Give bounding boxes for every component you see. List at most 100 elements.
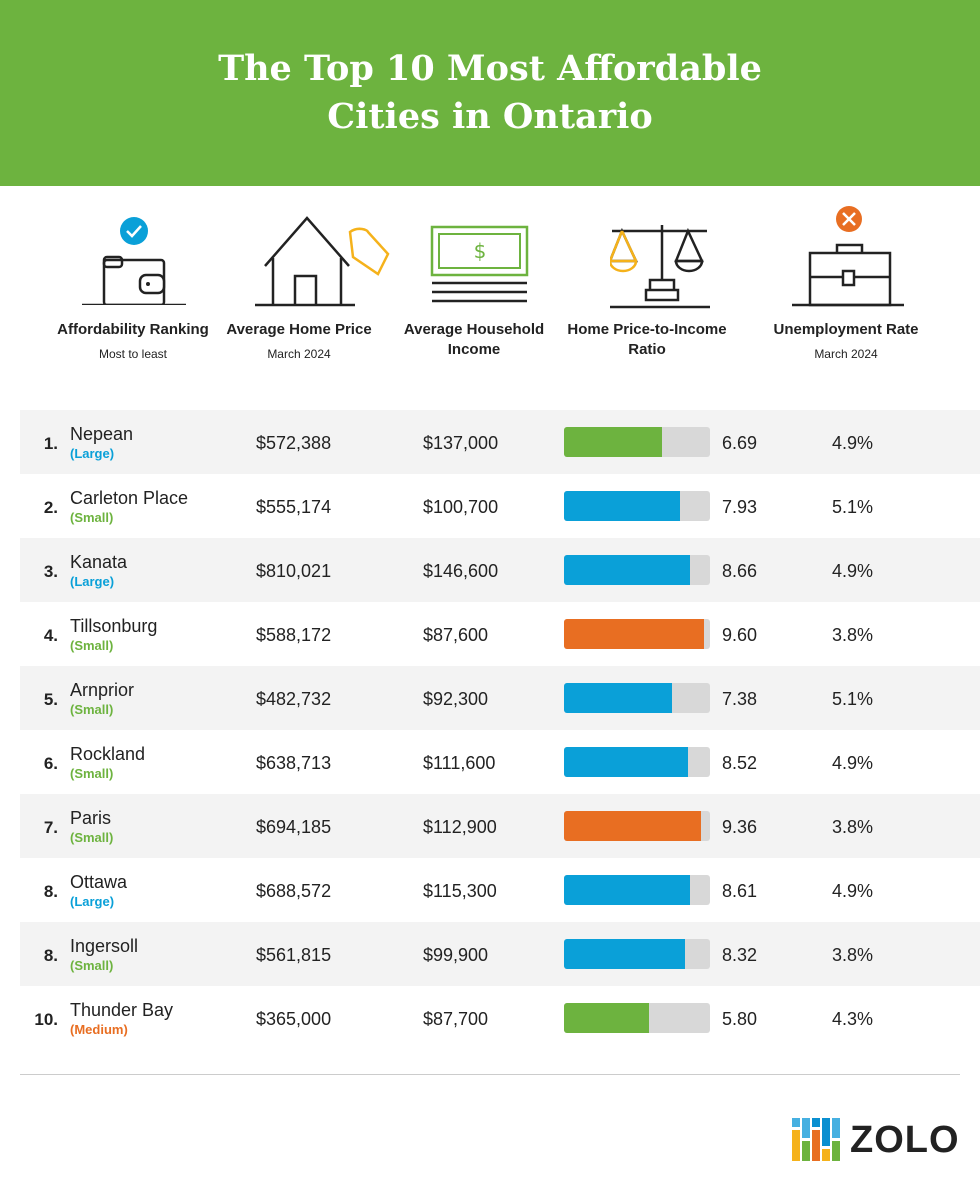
zolo-logo: ZOLO [792, 1118, 960, 1162]
ratio-bar-track [564, 1003, 710, 1033]
column-title: Home Price-to-Income Ratio [567, 321, 727, 358]
column-title: Average Household Income [403, 321, 545, 358]
home-price: $638,713 [256, 753, 332, 773]
ratio-bar-track [564, 939, 710, 969]
unemployment-rate: 3.8% [832, 625, 874, 645]
ratio-bar-track [564, 811, 710, 841]
ranking-table: 1. Nepean (Large) $572,388 $137,000 6.69… [20, 410, 980, 1050]
rank: 4. [43, 626, 58, 645]
column-header: Average Home Price March 2024 [219, 320, 379, 364]
household-income: $112,900 [423, 817, 497, 837]
rank: 8. [43, 882, 58, 901]
column-subtitle: March 2024 [267, 347, 331, 361]
rank: 7. [43, 818, 58, 837]
household-income: $87,700 [423, 1009, 489, 1029]
table-row: 5. Arnprior (Small) $482,732 $92,300 7.3… [20, 666, 980, 730]
city-size: (Large) [70, 446, 115, 461]
city-size: (Small) [70, 958, 114, 973]
table-row: 1. Nepean (Large) $572,388 $137,000 6.69… [20, 410, 980, 474]
ratio-bar [564, 811, 701, 841]
table-row: 8. Ottawa (Large) $688,572 $115,300 8.61… [20, 858, 980, 922]
household-income: $146,600 [423, 561, 499, 581]
rank: 3. [43, 562, 58, 581]
ratio-bar-track [564, 427, 710, 457]
home-price: $365,000 [256, 1009, 332, 1029]
home-price: $555,174 [256, 497, 332, 517]
city-size: (Small) [70, 510, 114, 525]
household-income: $100,700 [423, 497, 499, 517]
column-title: Affordability Ranking [57, 321, 209, 338]
city-name: Kanata [70, 552, 128, 572]
table-row: 3. Kanata (Large) $810,021 $146,600 8.66… [20, 538, 980, 602]
ratio-bar-track [564, 555, 710, 585]
ratio-value: 8.61 [722, 881, 758, 901]
household-income: $87,600 [423, 625, 489, 645]
column-header: Average Household Income [394, 320, 554, 360]
column-icons: $ [0, 205, 980, 315]
page-title: The Top 10 Most Affordable Cities in Ont… [218, 48, 762, 137]
table-row: 6. Rockland (Small) $638,713 $111,600 8.… [20, 730, 980, 794]
unemployment-rate: 5.1% [832, 689, 874, 709]
city-size: (Small) [70, 830, 114, 845]
ratio-value: 7.38 [722, 689, 758, 709]
household-income: $137,000 [423, 433, 499, 453]
ratio-value: 5.80 [722, 1009, 758, 1029]
household-income: $111,600 [423, 753, 496, 773]
city-name: Ottawa [70, 872, 128, 892]
column-header: Home Price-to-Income Ratio [567, 320, 727, 360]
rank: 6. [43, 754, 58, 773]
city-name: Rockland [70, 744, 146, 764]
city-name: Tillsonburg [70, 616, 158, 636]
house-tag-icon [255, 216, 390, 307]
ratio-bar [564, 1003, 649, 1033]
city-name: Paris [70, 808, 112, 828]
unemployment-rate: 4.9% [832, 881, 874, 901]
unemployment-rate: 4.3% [832, 1009, 874, 1029]
unemployment-rate: 4.9% [832, 433, 874, 453]
column-header: Affordability Ranking Most to least [53, 320, 213, 364]
city-size: (Large) [70, 574, 115, 589]
ratio-bar-track [564, 875, 710, 905]
ratio-bar-track [564, 683, 710, 713]
ratio-bar [564, 875, 690, 905]
home-price: $572,388 [256, 433, 332, 453]
ratio-value: 7.93 [722, 497, 758, 517]
table-row: 4. Tillsonburg (Small) $588,172 $87,600 … [20, 602, 980, 666]
city-name: Ingersoll [70, 936, 139, 956]
household-income: $115,300 [423, 881, 497, 901]
rank: 5. [43, 690, 58, 709]
ratio-bar [564, 555, 691, 585]
column-subtitle: March 2024 [814, 347, 878, 361]
logo-text: ZOLO [850, 1118, 960, 1161]
table-row: 7. Paris (Small) $694,185 $112,900 9.36 … [20, 794, 980, 858]
city-size: (Small) [70, 638, 114, 653]
home-price: $588,172 [256, 625, 332, 645]
ratio-value: 8.66 [722, 561, 758, 581]
unemployment-rate: 5.1% [832, 497, 874, 517]
briefcase-x-icon [792, 206, 904, 307]
unemployment-rate: 3.8% [832, 945, 874, 965]
ratio-value: 8.32 [722, 945, 758, 965]
city-size: (Small) [70, 702, 114, 717]
wallet-check-icon [82, 217, 186, 305]
home-price: $561,815 [256, 945, 332, 965]
city-name: Carleton Place [70, 488, 189, 508]
ratio-bar [564, 619, 705, 649]
ratio-value: 9.36 [722, 817, 758, 837]
rank: 2. [43, 498, 58, 517]
table-row: 8. Ingersoll (Small) $561,815 $99,900 8.… [20, 922, 980, 986]
unemployment-rate: 3.8% [832, 817, 874, 837]
money-bill-icon: $ [430, 225, 529, 303]
home-price: $694,185 [256, 817, 332, 837]
divider [20, 1074, 960, 1075]
city-size: (Large) [70, 894, 115, 909]
ratio-bar [564, 747, 689, 777]
column-subtitle: Most to least [98, 347, 168, 361]
column-title: Average Home Price [226, 321, 372, 338]
ratio-bar-track [564, 491, 710, 521]
household-income: $99,900 [423, 945, 489, 965]
unemployment-rate: 4.9% [832, 561, 874, 581]
home-price: $482,732 [256, 689, 332, 709]
ratio-bar [564, 683, 672, 713]
ratio-bar-track [564, 747, 710, 777]
